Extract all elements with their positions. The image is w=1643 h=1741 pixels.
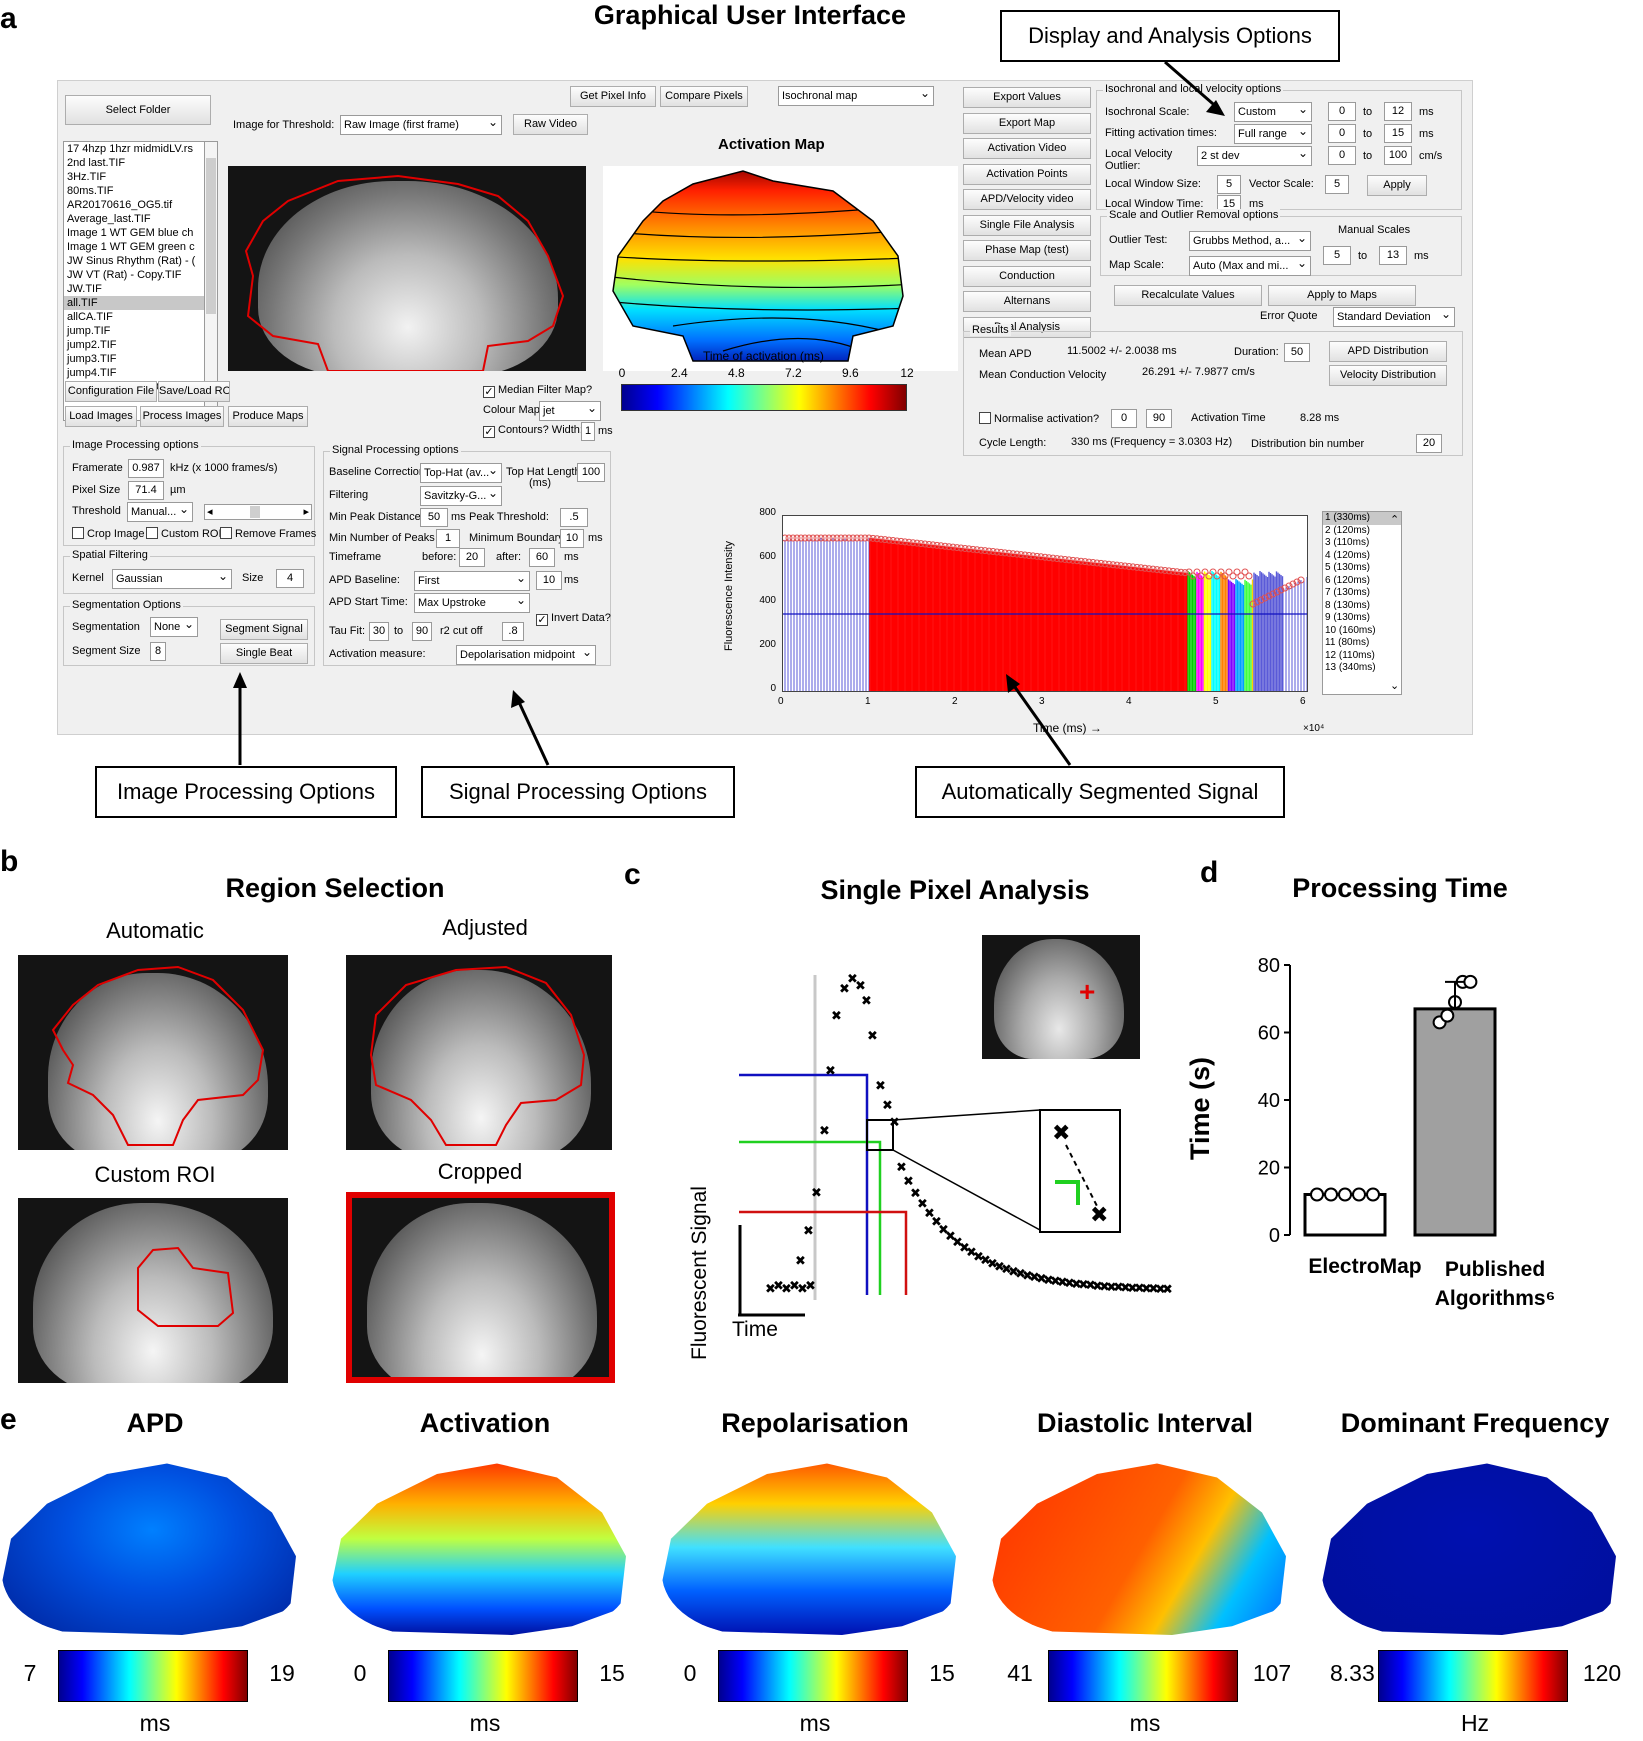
roi-custom-image — [18, 1198, 288, 1383]
map-title: Activation — [330, 1408, 640, 1439]
map-unit-label: ms — [1115, 1710, 1175, 1737]
signal-point: ✖ — [811, 1186, 822, 1201]
signal-point: ✖ — [819, 1124, 830, 1139]
custom-roi-label: Custom ROI — [80, 1162, 230, 1188]
signal-point: ✖ — [882, 1098, 893, 1113]
single-pixel-ylabel: Fluorescent Signal — [688, 1186, 712, 1360]
map-min-label: 7 — [10, 1660, 50, 1687]
roi-automatic-image — [18, 955, 288, 1150]
map-colorbar — [1048, 1650, 1238, 1702]
map-min-label: 8.33 — [1330, 1660, 1370, 1687]
signal-point: ✖ — [861, 994, 872, 1009]
map-unit-label: Hz — [1445, 1710, 1505, 1737]
processing-time-ylabel-wrap: Time (s) — [1185, 1160, 1225, 1200]
processing-time-ytick: 0 — [1269, 1225, 1280, 1245]
signal-point: ✖ — [867, 1029, 878, 1044]
map-image — [332, 1460, 632, 1635]
signal-point: ✖ — [855, 979, 866, 994]
signal-point: ✖ — [1162, 1283, 1173, 1298]
processing-time-bar — [1415, 1009, 1495, 1235]
map-colorbar — [388, 1650, 578, 1702]
bar-label-published: Published Algorithms⁶ — [1425, 1255, 1565, 1313]
callout-signal-processing: Signal Processing Options — [421, 766, 735, 818]
bar-label-published-line2: Algorithms⁶ — [1425, 1284, 1565, 1313]
roi-adjusted-image — [346, 955, 612, 1150]
roi-cropped-image — [346, 1192, 615, 1383]
processing-time-ytick: 80 — [1258, 955, 1280, 977]
panel-a-arrows — [0, 0, 1643, 800]
signal-point: ✖ — [805, 1279, 816, 1294]
map-colorbar — [58, 1650, 248, 1702]
processing-time-ytick: 40 — [1258, 1090, 1280, 1112]
map-max-label: 15 — [582, 1660, 642, 1687]
region-selection-title: Region Selection — [175, 873, 495, 904]
bar-label-published-line1: Published — [1425, 1255, 1565, 1284]
map-min-label: 0 — [670, 1660, 710, 1687]
map-title: Dominant Frequency — [1320, 1408, 1630, 1439]
callout-segmented-signal: Automatically Segmented Signal — [915, 766, 1285, 818]
map-title: Diastolic Interval — [990, 1408, 1300, 1439]
processing-time-ytick: 20 — [1258, 1158, 1280, 1180]
signal-point: ✖ — [875, 1079, 886, 1094]
signal-point: ✖ — [831, 1009, 842, 1024]
processing-time-point — [1339, 1189, 1351, 1201]
map-unit-label: ms — [455, 1710, 515, 1737]
map-colorbar — [1378, 1650, 1568, 1702]
bar-label-electromap: ElectroMap — [1295, 1255, 1435, 1279]
map-title: APD — [0, 1408, 310, 1439]
processing-time-point — [1325, 1189, 1337, 1201]
processing-time-chart: 0 20 40 60 80 — [1230, 945, 1560, 1245]
map-unit-label: ms — [785, 1710, 845, 1737]
map-min-label: 41 — [1000, 1660, 1040, 1687]
processing-time-point — [1311, 1189, 1323, 1201]
processing-time-title: Processing Time — [1280, 873, 1520, 904]
panel-label-b: b — [0, 845, 18, 879]
processing-time-ylabel: Time (s) — [1185, 1057, 1216, 1160]
cropped-label: Cropped — [405, 1159, 555, 1185]
processing-time-point — [1464, 976, 1476, 988]
processing-time-point — [1441, 1010, 1453, 1022]
map-max-label: 19 — [252, 1660, 312, 1687]
map-min-label: 0 — [340, 1660, 380, 1687]
map-max-label: 120 — [1572, 1660, 1632, 1687]
map-colorbar — [718, 1650, 908, 1702]
processing-time-point — [1367, 1189, 1379, 1201]
signal-point: ✖ — [803, 1224, 814, 1239]
signal-point: ✖ — [795, 1254, 806, 1269]
map-unit-label: ms — [125, 1710, 185, 1737]
signal-point: ✖ — [825, 1064, 836, 1079]
signal-point: ✖ — [889, 1115, 900, 1130]
svg-text:✖: ✖ — [1090, 1203, 1108, 1228]
automatic-label: Automatic — [80, 918, 230, 944]
adjusted-label: Adjusted — [410, 915, 560, 941]
map-image — [1322, 1460, 1622, 1635]
single-pixel-title: Single Pixel Analysis — [795, 875, 1115, 906]
processing-time-ytick: 60 — [1258, 1023, 1280, 1045]
panel-label-c: c — [624, 858, 641, 892]
map-max-label: 15 — [912, 1660, 972, 1687]
map-image — [992, 1460, 1292, 1635]
panel-label-d: d — [1200, 856, 1218, 890]
callout-image-processing: Image Processing Options — [95, 766, 397, 818]
map-image — [2, 1460, 302, 1635]
processing-time-point — [1353, 1189, 1365, 1201]
single-pixel-trace: ✖ ✖ ✖✖✖✖✖✖✖✖✖✖✖✖✖✖✖✖✖✖✖✖✖✖✖✖✖✖✖✖✖✖✖✖✖✖✖✖… — [700, 960, 1190, 1340]
map-title: Repolarisation — [660, 1408, 970, 1439]
single-pixel-xlabel: Time — [732, 1318, 778, 1342]
svg-text:✖: ✖ — [1052, 1121, 1070, 1146]
map-max-label: 107 — [1242, 1660, 1302, 1687]
